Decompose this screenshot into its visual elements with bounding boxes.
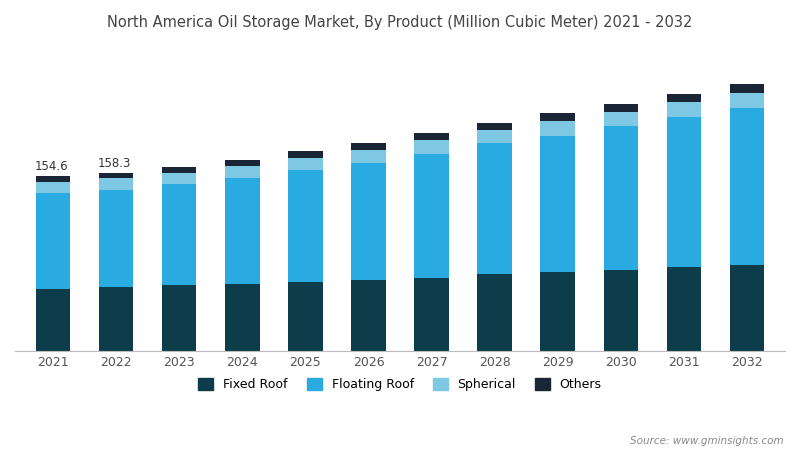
Bar bbox=[225, 178, 259, 284]
Bar bbox=[162, 184, 197, 285]
Bar bbox=[478, 144, 512, 274]
Bar bbox=[288, 151, 322, 158]
Bar bbox=[541, 272, 575, 351]
Bar bbox=[351, 150, 386, 162]
Bar bbox=[98, 178, 134, 189]
Bar bbox=[414, 140, 449, 153]
Bar bbox=[730, 93, 765, 108]
Bar bbox=[35, 182, 70, 193]
Bar bbox=[35, 193, 70, 289]
Title: North America Oil Storage Market, By Product (Million Cubic Meter) 2021 - 2032: North America Oil Storage Market, By Pro… bbox=[107, 15, 693, 30]
Bar bbox=[225, 284, 259, 351]
Bar bbox=[98, 173, 134, 178]
Bar bbox=[603, 104, 638, 112]
Bar bbox=[225, 160, 259, 166]
Bar bbox=[288, 282, 322, 351]
Text: 154.6: 154.6 bbox=[34, 160, 69, 173]
Bar bbox=[478, 130, 512, 144]
Bar bbox=[730, 108, 765, 265]
Bar bbox=[666, 267, 702, 351]
Bar bbox=[288, 158, 322, 171]
Legend: Fixed Roof, Floating Roof, Spherical, Others: Fixed Roof, Floating Roof, Spherical, Ot… bbox=[194, 374, 606, 396]
Bar bbox=[225, 166, 259, 178]
Bar bbox=[35, 289, 70, 351]
Bar bbox=[162, 167, 197, 173]
Bar bbox=[541, 113, 575, 121]
Bar bbox=[603, 270, 638, 351]
Bar bbox=[414, 133, 449, 140]
Bar bbox=[478, 274, 512, 351]
Bar bbox=[162, 173, 197, 184]
Bar bbox=[666, 117, 702, 267]
Bar bbox=[98, 287, 134, 351]
Bar bbox=[730, 265, 765, 351]
Bar bbox=[666, 94, 702, 102]
Bar bbox=[351, 162, 386, 280]
Text: Source: www.gminsights.com: Source: www.gminsights.com bbox=[630, 436, 784, 446]
Bar bbox=[666, 102, 702, 117]
Bar bbox=[730, 84, 765, 93]
Bar bbox=[35, 176, 70, 182]
Text: 158.3: 158.3 bbox=[98, 157, 131, 170]
Bar bbox=[98, 189, 134, 287]
Bar bbox=[351, 280, 386, 351]
Bar bbox=[414, 153, 449, 278]
Bar bbox=[414, 278, 449, 351]
Bar bbox=[603, 126, 638, 270]
Bar bbox=[478, 123, 512, 130]
Bar bbox=[603, 112, 638, 126]
Bar bbox=[541, 135, 575, 272]
Bar bbox=[288, 171, 322, 282]
Bar bbox=[541, 121, 575, 135]
Bar bbox=[162, 285, 197, 351]
Bar bbox=[351, 144, 386, 150]
